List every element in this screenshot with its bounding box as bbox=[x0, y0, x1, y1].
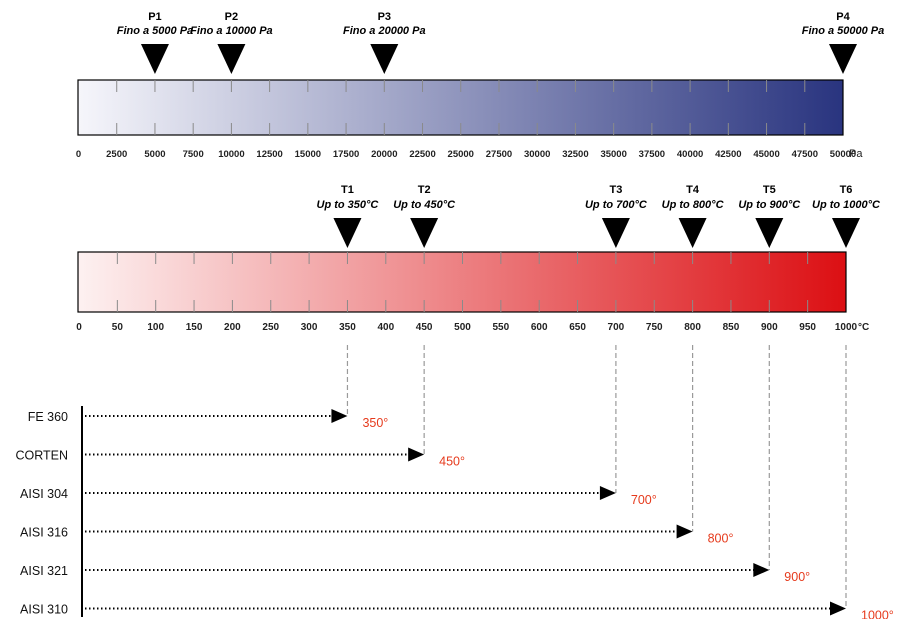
pressure-tick-label: 50000 bbox=[830, 149, 856, 160]
temperature-tick-label: 50 bbox=[112, 322, 124, 333]
temperature-marker-id: T3 bbox=[609, 184, 622, 196]
pressure-marker-caption: Fino a 5000 Pa bbox=[117, 25, 193, 37]
material-name: FE 360 bbox=[28, 410, 68, 424]
pressure-tick-label: 45000 bbox=[753, 149, 779, 160]
pressure-tick-label: 22500 bbox=[409, 149, 435, 160]
temperature-tick-label: 650 bbox=[569, 322, 586, 333]
pressure-tick-label: 5000 bbox=[144, 149, 165, 160]
temperature-tick-label: 1000 bbox=[835, 322, 858, 333]
temperature-tick-label: 500 bbox=[454, 322, 471, 333]
temperature-tick-label: 300 bbox=[301, 322, 318, 333]
temperature-unit-label: °C bbox=[858, 322, 869, 333]
temperature-marker-triangle bbox=[601, 218, 630, 248]
pressure-marker-caption: Fino a 50000 Pa bbox=[802, 25, 885, 37]
temperature-marker-triangle bbox=[678, 218, 707, 248]
pressure-marker-id: P1 bbox=[148, 11, 161, 23]
material-arrow-head bbox=[753, 563, 770, 577]
temperature-tick-label: 350 bbox=[339, 322, 356, 333]
temperature-marker-caption: Up to 1000°C bbox=[812, 199, 881, 211]
materials-chart: FE 360 350° CORTEN 450° AISI 304 700° AISI 316… bbox=[15, 345, 894, 619]
pressure-marker-triangle bbox=[829, 44, 857, 74]
material-name: AISI 316 bbox=[20, 526, 68, 540]
temperature-marker-caption: Up to 900°C bbox=[738, 199, 801, 211]
pressure-tick-label: 12500 bbox=[256, 149, 282, 160]
material-name: AISI 310 bbox=[20, 603, 68, 617]
pressure-tick-label: 10000 bbox=[218, 149, 244, 160]
temperature-tick-label: 750 bbox=[646, 322, 663, 333]
pressure-marker-triangle bbox=[217, 44, 246, 74]
temperature-marker-caption: Up to 450°C bbox=[393, 199, 456, 211]
pressure-marker-triangle bbox=[370, 44, 399, 74]
pressure-tick-label: 47500 bbox=[792, 149, 818, 160]
material-max-temperature: 800° bbox=[708, 532, 734, 546]
material-max-temperature: 350° bbox=[362, 416, 388, 430]
material-arrow-head bbox=[676, 524, 693, 539]
material-max-temperature: 700° bbox=[631, 493, 657, 507]
pressure-tick-label: 15000 bbox=[295, 149, 321, 160]
temperature-marker-caption: Up to 800°C bbox=[662, 199, 725, 211]
material-name: CORTEN bbox=[15, 449, 68, 463]
temperature-marker-triangle bbox=[832, 218, 860, 248]
temperature-tick-label: 950 bbox=[799, 322, 816, 333]
temperature-tick-label: 900 bbox=[761, 322, 778, 333]
pressure-tick-label: 2500 bbox=[106, 149, 127, 160]
temperature-tick-label: 200 bbox=[224, 322, 241, 333]
temperature-tick-label: 800 bbox=[684, 322, 701, 333]
pressure-tick-label: 25000 bbox=[448, 149, 474, 160]
material-name: AISI 304 bbox=[20, 487, 68, 501]
material-max-temperature: 450° bbox=[439, 455, 465, 469]
pressure-tick-label: 7500 bbox=[183, 149, 204, 160]
temperature-tick-label: 250 bbox=[262, 322, 279, 333]
pressure-marker-triangle bbox=[140, 44, 169, 74]
temperature-marker-caption: Up to 700°C bbox=[585, 199, 648, 211]
pressure-tick-label: 0 bbox=[76, 149, 81, 160]
temperature-marker-triangle bbox=[755, 218, 784, 248]
pressure-tick-label: 30000 bbox=[524, 149, 550, 160]
pressure-tick-label: 37500 bbox=[639, 149, 665, 160]
temperature-marker-id: T6 bbox=[840, 184, 853, 196]
temperature-tick-label: 0 bbox=[76, 322, 82, 333]
temperature-marker-triangle bbox=[410, 218, 439, 248]
material-max-temperature: 900° bbox=[784, 570, 810, 584]
pressure-tick-label: 35000 bbox=[600, 149, 626, 160]
pressure-marker-caption: Fino a 10000 Pa bbox=[190, 25, 273, 37]
temperature-marker-id: T1 bbox=[341, 184, 354, 196]
material-name: AISI 321 bbox=[20, 564, 68, 578]
pressure-tick-label: 20000 bbox=[371, 149, 397, 160]
temperature-marker-id: T5 bbox=[763, 184, 776, 196]
material-arrow-head bbox=[408, 447, 425, 462]
material-arrow-head bbox=[830, 601, 846, 616]
pressure-marker-id: P3 bbox=[378, 11, 391, 23]
temperature-tick-label: 550 bbox=[493, 322, 510, 333]
temperature-marker-id: T2 bbox=[418, 184, 431, 196]
pressure-unit-label: Pa bbox=[849, 148, 863, 160]
temperature-marker-caption: Up to 350°C bbox=[317, 199, 380, 211]
pressure-tick-label: 27500 bbox=[486, 149, 512, 160]
temperature-tick-label: 700 bbox=[608, 322, 625, 333]
temperature-tick-label: 600 bbox=[531, 322, 548, 333]
temperature-tick-label: 400 bbox=[377, 322, 394, 333]
pressure-tick-label: 42500 bbox=[715, 149, 741, 160]
temperature-marker-id: T4 bbox=[686, 184, 700, 196]
temperature-marker-triangle bbox=[333, 218, 362, 248]
material-max-temperature: 1000° bbox=[861, 609, 894, 619]
pressure-scale: 0 2500 5000 7500 10000 12500 15000 17500 20000 22… bbox=[76, 11, 884, 160]
material-arrow-head bbox=[599, 486, 616, 500]
material-arrow-head bbox=[331, 409, 348, 423]
pressure-tick-label: 17500 bbox=[333, 149, 359, 160]
temperature-tick-label: 850 bbox=[723, 322, 740, 333]
temperature-scale: 0 50 100 150 200 250 300 350 400 450 500 550 600 650 7… bbox=[76, 184, 881, 333]
temperature-tick-label: 100 bbox=[147, 322, 164, 333]
pressure-tick-label: 32500 bbox=[562, 149, 588, 160]
temperature-tick-label: 450 bbox=[416, 322, 433, 333]
pressure-tick-label: 40000 bbox=[677, 149, 703, 160]
pressure-marker-caption: Fino a 20000 Pa bbox=[343, 25, 426, 37]
temperature-tick-label: 150 bbox=[186, 322, 203, 333]
pressure-marker-id: P2 bbox=[225, 11, 238, 23]
pressure-marker-id: P4 bbox=[836, 11, 850, 23]
